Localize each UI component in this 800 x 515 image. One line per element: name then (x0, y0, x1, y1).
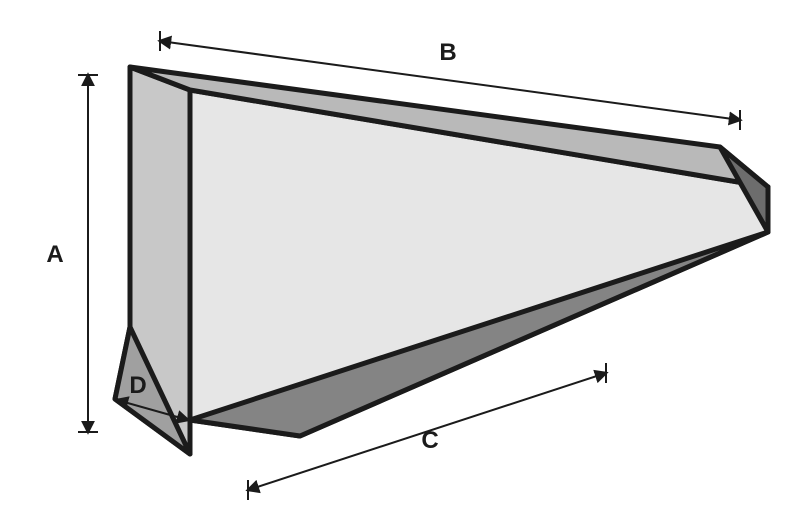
dimension-label-b: B (439, 39, 456, 66)
dimension-label-d: D (129, 372, 146, 399)
dimension-diagram: A B C D (0, 0, 800, 515)
dimension-label-a: A (46, 241, 63, 268)
dimension-label-c: C (421, 427, 438, 454)
dimension-a: A (46, 75, 98, 432)
